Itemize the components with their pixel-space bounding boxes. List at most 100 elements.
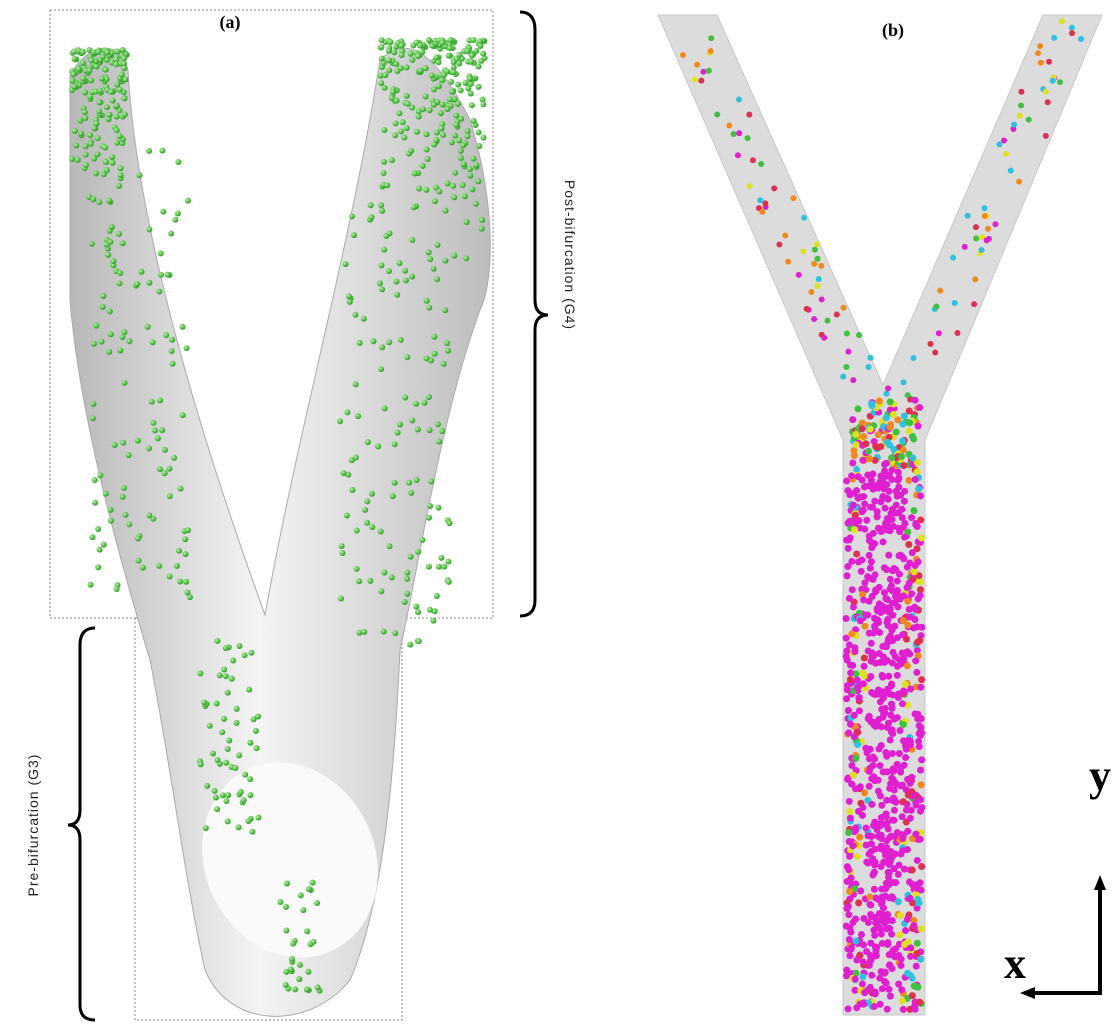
particle xyxy=(146,513,152,519)
particle xyxy=(735,152,741,158)
particle xyxy=(917,879,924,886)
particle xyxy=(894,761,901,768)
particle xyxy=(414,129,420,135)
particle xyxy=(872,846,879,853)
particle xyxy=(439,428,445,434)
particle xyxy=(436,564,442,570)
particle xyxy=(882,505,889,512)
particle xyxy=(426,564,432,570)
particle xyxy=(883,414,890,421)
particle xyxy=(845,903,852,910)
particle xyxy=(872,588,879,595)
particle xyxy=(177,579,183,585)
particle xyxy=(908,590,915,597)
particle xyxy=(479,226,485,232)
particle xyxy=(863,948,870,955)
brace xyxy=(68,628,95,1020)
particle xyxy=(854,405,861,412)
particle xyxy=(166,466,172,472)
particle xyxy=(427,427,433,433)
particle xyxy=(878,602,885,609)
particle xyxy=(907,686,914,693)
particle xyxy=(402,599,408,605)
particle xyxy=(746,112,752,118)
particle xyxy=(114,82,120,88)
particle xyxy=(917,578,924,585)
particle xyxy=(415,426,421,432)
particle xyxy=(883,566,890,573)
particle xyxy=(88,57,94,63)
particle xyxy=(429,73,435,79)
arrow-head xyxy=(1094,875,1106,890)
particle xyxy=(136,558,142,564)
particle xyxy=(97,547,103,553)
particle xyxy=(439,40,445,46)
particle xyxy=(897,912,904,919)
particle xyxy=(354,527,360,533)
particle xyxy=(123,512,129,518)
particle xyxy=(900,592,907,599)
particle xyxy=(1069,30,1075,36)
particle xyxy=(847,676,854,683)
particle xyxy=(314,900,320,906)
particle xyxy=(378,44,384,50)
particle xyxy=(93,323,99,329)
particle xyxy=(70,78,76,84)
particle xyxy=(390,493,396,499)
particle xyxy=(397,421,403,427)
particle xyxy=(158,250,164,256)
particle xyxy=(884,1006,891,1013)
particle xyxy=(175,210,181,216)
particle xyxy=(456,137,462,143)
particle xyxy=(185,198,191,204)
particle xyxy=(844,563,851,570)
particle xyxy=(885,720,892,727)
particle xyxy=(708,35,714,41)
particle xyxy=(107,308,113,314)
particle xyxy=(103,491,109,497)
particle xyxy=(424,355,430,361)
particle xyxy=(283,904,289,910)
particle xyxy=(399,52,405,58)
particle xyxy=(884,473,891,480)
particle xyxy=(912,606,919,613)
particle xyxy=(971,301,977,307)
particle xyxy=(465,48,471,54)
particle xyxy=(236,643,242,649)
particle xyxy=(914,468,921,475)
particle xyxy=(467,166,473,172)
particle xyxy=(857,887,864,894)
particle xyxy=(856,834,863,841)
particle xyxy=(315,984,321,990)
particle xyxy=(120,240,126,246)
particle xyxy=(899,438,906,445)
particle xyxy=(145,324,151,330)
particle xyxy=(866,901,873,908)
particle xyxy=(455,101,461,107)
particle xyxy=(912,831,919,838)
particle xyxy=(177,486,183,492)
particle xyxy=(169,337,175,343)
particle xyxy=(909,992,916,999)
particle xyxy=(444,69,450,75)
particle xyxy=(425,156,431,162)
particle xyxy=(861,623,868,630)
particle xyxy=(866,783,873,790)
particle xyxy=(845,545,852,552)
particle xyxy=(386,57,392,63)
particle xyxy=(913,669,920,676)
particle xyxy=(162,447,168,453)
particle xyxy=(458,155,464,161)
particle xyxy=(811,261,817,267)
particle xyxy=(406,480,412,486)
particle xyxy=(226,738,232,744)
particle xyxy=(869,470,876,477)
particle xyxy=(860,596,867,603)
particle xyxy=(877,822,884,829)
particle xyxy=(223,645,229,651)
particle xyxy=(96,199,102,205)
particle xyxy=(100,54,106,60)
particle xyxy=(864,573,871,580)
particle xyxy=(402,394,408,400)
particle xyxy=(114,114,120,120)
